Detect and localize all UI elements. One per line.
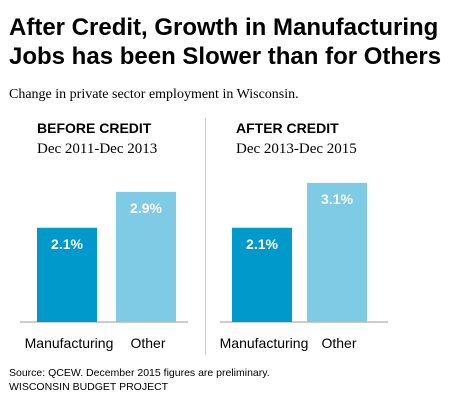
panel-after-heading: AFTER CREDIT xyxy=(236,120,339,136)
panel-after-range: Dec 2013-Dec 2015 xyxy=(236,141,357,157)
panel-before-range: Dec 2011-Dec 2013 xyxy=(37,141,158,157)
value-label-panel-0-other: 2.9% xyxy=(130,200,162,216)
chart-subtitle: Change in private sector employment in W… xyxy=(9,87,299,102)
source-note: Source: QCEW. December 2015 figures are … xyxy=(9,367,270,379)
panel-divider xyxy=(205,118,206,355)
value-label-panel-1-other: 3.1% xyxy=(321,191,353,207)
category-label-panel-1-manufacturing: Manufacturing xyxy=(220,335,309,351)
bar-panel-0-manufacturing xyxy=(37,227,97,322)
category-label-panel-0-other: Other xyxy=(130,335,165,351)
category-label-panel-1-other: Other xyxy=(321,335,356,351)
organization-credit: WISCONSIN BUDGET PROJECT xyxy=(9,381,169,393)
bar-panel-1-manufacturing xyxy=(232,227,292,322)
bar-panel-1-other xyxy=(307,182,367,322)
panel-before-heading: BEFORE CREDIT xyxy=(37,120,152,136)
chart-title: After Credit, Growth in Manufacturing Jo… xyxy=(9,14,442,70)
category-label-panel-0-manufacturing: Manufacturing xyxy=(25,335,114,351)
value-label-panel-0-manufacturing: 2.1% xyxy=(51,236,83,252)
value-label-panel-1-manufacturing: 2.1% xyxy=(246,236,278,252)
bar-panel-0-other xyxy=(116,191,176,322)
